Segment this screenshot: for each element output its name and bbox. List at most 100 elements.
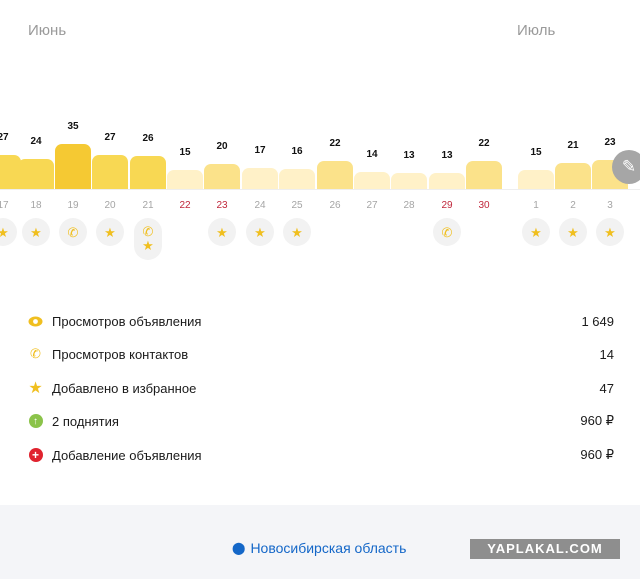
chart-bar: [279, 169, 315, 190]
bar-value-label: 15: [530, 147, 542, 158]
month-label-june: Июнь: [28, 22, 67, 39]
day-activity-badge: ★: [283, 218, 311, 246]
phone-icon: ✆: [30, 346, 41, 361]
bar-value-label: 35: [67, 121, 79, 132]
day-activity-badge: ★: [522, 218, 550, 246]
phone-icon: ✆: [441, 224, 453, 240]
bar-value-label: 21: [567, 140, 579, 151]
bar-value-label: 26: [142, 133, 154, 144]
day-label: 22: [179, 200, 191, 211]
star-icon: ★: [291, 224, 303, 240]
chart-baseline: [0, 189, 640, 190]
stat-row-views: Просмотров объявления 1 649: [28, 310, 614, 332]
chart-bar: [18, 159, 54, 190]
star-icon: ★: [142, 238, 154, 253]
watermark: YAPLAKAL.COM: [470, 539, 620, 559]
bar-value-label: 15: [179, 147, 191, 158]
day-label: 30: [478, 200, 490, 211]
day-label: 3: [607, 200, 613, 211]
star-icon: ★: [567, 224, 579, 240]
arrow-up-icon: ↑: [28, 414, 43, 429]
day-label: 24: [254, 200, 266, 211]
stat-value: 960 ₽: [580, 447, 614, 462]
day-label: 26: [329, 200, 341, 211]
views-bar-chart: 27 24 35 27 26 15 20 17 16 22 14 13 13 22 15 21 23: [0, 120, 640, 190]
stat-row-bumps: ↑ 2 поднятия 960 ₽: [28, 410, 614, 432]
stat-value: 1 649: [581, 313, 614, 329]
stat-row-contacts: ✆ Просмотров контактов 14: [28, 343, 614, 365]
day-label: 19: [67, 200, 79, 211]
stat-label: Добавлено в избранное: [52, 380, 197, 396]
bar-value-label: 22: [478, 138, 490, 149]
bar-value-label: 22: [329, 138, 341, 149]
stat-value: 960 ₽: [580, 413, 614, 428]
star-icon: ★: [530, 224, 542, 240]
star-icon: ★: [28, 380, 43, 397]
day-label: 18: [30, 200, 42, 211]
stat-label: Просмотров контактов: [52, 346, 189, 362]
chart-bar: [92, 155, 128, 190]
stat-label: Просмотров объявления: [52, 313, 202, 329]
day-activity-badge: ★: [0, 218, 17, 246]
pencil-icon: ✎: [621, 157, 637, 176]
chart-bar: [354, 172, 390, 190]
star-icon: ★: [216, 224, 228, 240]
day-activity-badge: ★: [22, 218, 50, 246]
day-activity-badge: ★: [208, 218, 236, 246]
star-icon: ★: [30, 224, 42, 240]
day-label: 17: [0, 200, 9, 211]
bar-value-label: 24: [30, 136, 42, 147]
stat-value: 14: [599, 346, 614, 362]
day-label: 27: [366, 200, 378, 211]
stat-value: 47: [599, 380, 614, 396]
month-label-july: Июль: [517, 22, 556, 39]
stat-label: 2 поднятия: [52, 413, 119, 429]
day-label: 29: [441, 200, 453, 211]
day-activity-badge: ✆: [433, 218, 461, 246]
location-pin-icon: ⬤: [232, 541, 246, 555]
bar-value-label: 14: [366, 149, 378, 160]
chart-bar: [204, 164, 240, 190]
bar-value-label: 17: [254, 145, 266, 156]
chart-bar: [242, 168, 278, 190]
star-icon: ★: [104, 224, 116, 240]
phone-icon: ✆: [142, 224, 154, 239]
day-label: 25: [291, 200, 303, 211]
day-activity-badge: ✆: [59, 218, 87, 246]
stat-row-listing-fee: + Добавление объявления 960 ₽: [28, 444, 614, 466]
bar-value-label: 23: [604, 137, 616, 148]
day-activity-badge: ✆ ★: [134, 218, 162, 260]
stat-row-favorites: ★ Добавлено в избранное 47: [28, 377, 614, 399]
day-label: 2: [570, 200, 576, 211]
plus-icon: +: [28, 448, 43, 463]
chart-bar: [317, 161, 353, 190]
day-label: 23: [216, 200, 228, 211]
chart-bar: [55, 144, 91, 190]
star-icon: ★: [0, 224, 9, 240]
day-label: 28: [403, 200, 415, 211]
region-link[interactable]: ⬤ Новосибирская область: [232, 540, 406, 556]
bar-value-label: 13: [403, 150, 415, 161]
bar-value-label: 16: [291, 146, 303, 157]
chart-bar: [130, 156, 166, 190]
day-activity-badge: ★: [246, 218, 274, 246]
chart-bar: [518, 170, 554, 190]
edit-pencil-button[interactable]: ✎: [612, 150, 640, 184]
region-label: Новосибирская область: [250, 540, 407, 556]
phone-icon: ✆: [67, 224, 79, 240]
stat-label: Добавление объявления: [52, 447, 202, 463]
bar-value-label: 20: [216, 141, 228, 152]
star-icon: ★: [254, 224, 266, 240]
bar-value-label: 13: [441, 150, 453, 161]
bar-value-label: 27: [104, 132, 116, 143]
day-label: 21: [142, 200, 154, 211]
day-activity-badge: ★: [559, 218, 587, 246]
chart-bar: [466, 161, 502, 190]
bar-value-label: 27: [0, 132, 9, 143]
day-label: 20: [104, 200, 116, 211]
chart-bar: [429, 173, 465, 190]
chart-bar: [555, 163, 591, 190]
eye-icon: [28, 314, 43, 329]
day-activity-badge: ★: [596, 218, 624, 246]
day-activity-badge: ★: [96, 218, 124, 246]
